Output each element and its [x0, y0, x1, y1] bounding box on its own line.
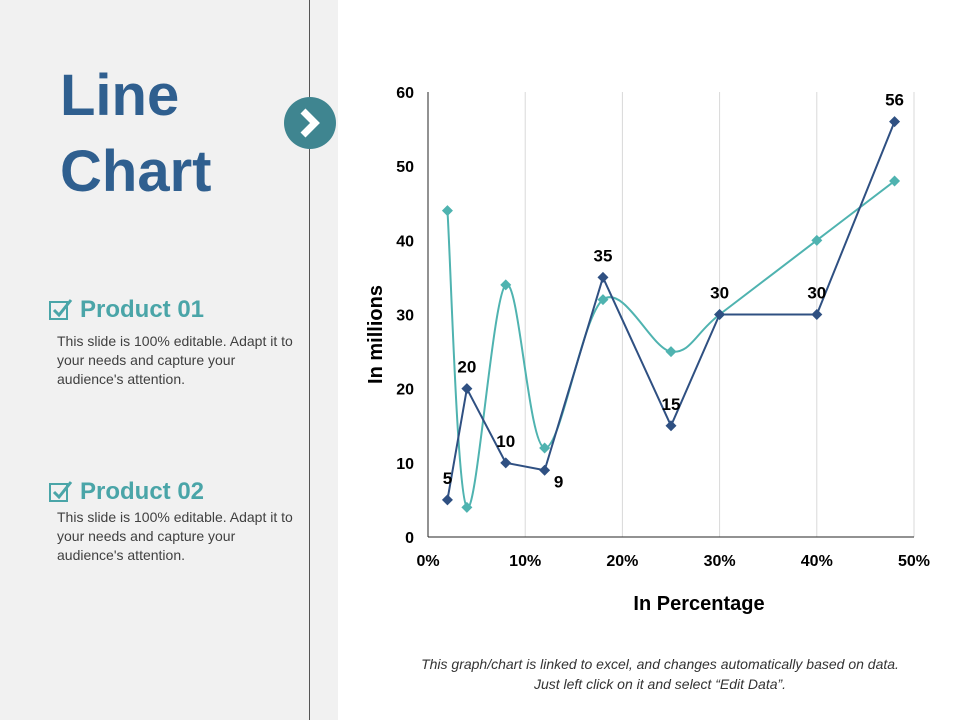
checkbox-checked-icon	[49, 481, 73, 502]
data-label: 20	[457, 358, 476, 377]
x-tick-label: 10%	[509, 553, 541, 570]
checkbox-checked-icon	[49, 299, 73, 320]
title-line-1: Line	[60, 63, 180, 128]
series-point-product-02	[665, 346, 677, 358]
x-tick-label: 20%	[606, 553, 638, 570]
series-point-product-01	[714, 309, 726, 320]
series-point-product-02	[889, 175, 901, 187]
series-point-product-01	[889, 116, 901, 128]
series-point-product-01	[665, 420, 677, 432]
panel-divider	[309, 0, 310, 720]
x-tick-label: 40%	[801, 553, 833, 570]
data-label: 10	[496, 432, 515, 451]
y-axis-title: In millions	[365, 285, 387, 384]
x-tick-label: 50%	[898, 553, 930, 570]
chevron-right-icon	[284, 97, 336, 149]
series-line-product-02	[446, 180, 896, 509]
product-name: Product 01	[80, 296, 205, 323]
left-panel	[0, 0, 338, 720]
line-chart[interactable]: 0 10 20 30 40 50 60 0% 10% 20% 30% 40% 50% In Percent…	[345, 70, 955, 630]
series-point-product-01	[461, 383, 473, 395]
series-point-product-01	[500, 457, 512, 469]
chart-footnote: This graph/chart is linked to excel, and…	[370, 654, 950, 694]
data-label: 9	[554, 472, 563, 491]
footnote-line-2: Just left click on it and select “Edit D…	[533, 676, 787, 692]
chart-svg: 0 10 20 30 40 50 60 0% 10% 20% 30% 40% 50% In Percent…	[365, 85, 930, 615]
title-line-2: Chart	[60, 139, 212, 204]
data-label: 15	[662, 395, 681, 414]
x-axis-title: In Percentage	[633, 593, 764, 615]
series-point-product-02	[597, 294, 609, 306]
product-description: This slide is 100% editable. Adapt it to…	[57, 333, 293, 387]
y-tick-label: 40	[396, 233, 414, 250]
product-block-1: Product 01 This slide is 100% editable. …	[48, 296, 308, 389]
series-point-product-01	[597, 271, 609, 283]
data-label: 35	[593, 246, 612, 265]
y-tick-label: 20	[396, 382, 414, 399]
data-label: 30	[807, 284, 826, 303]
x-tick-label: 0%	[416, 553, 439, 570]
series-point-product-02	[441, 205, 453, 217]
data-label: 56	[885, 91, 904, 110]
y-tick-label: 60	[396, 85, 414, 102]
y-tick-label: 50	[396, 159, 414, 176]
y-tick-label: 30	[396, 308, 414, 325]
series-point-product-01	[539, 464, 551, 476]
product-block-2: Product 02 This slide is 100% editable. …	[48, 478, 308, 565]
series-point-product-02	[500, 279, 512, 291]
y-tick-label: 0	[405, 530, 414, 547]
footnote-line-1: This graph/chart is linked to excel, and…	[421, 656, 899, 672]
x-tick-label: 30%	[704, 553, 736, 570]
y-tick-label: 10	[396, 456, 414, 473]
product-name: Product 02	[80, 478, 205, 505]
series-point-product-01	[811, 309, 823, 320]
data-label: 30	[710, 284, 729, 303]
slide-title: Line Chart	[60, 58, 211, 210]
series-point-product-01	[441, 494, 453, 506]
product-description: This slide is 100% editable. Adapt it to…	[57, 509, 293, 563]
series-point-product-02	[461, 501, 473, 513]
series-point-product-02	[539, 442, 551, 454]
series-point-product-02	[811, 234, 823, 246]
data-label: 5	[443, 469, 452, 488]
